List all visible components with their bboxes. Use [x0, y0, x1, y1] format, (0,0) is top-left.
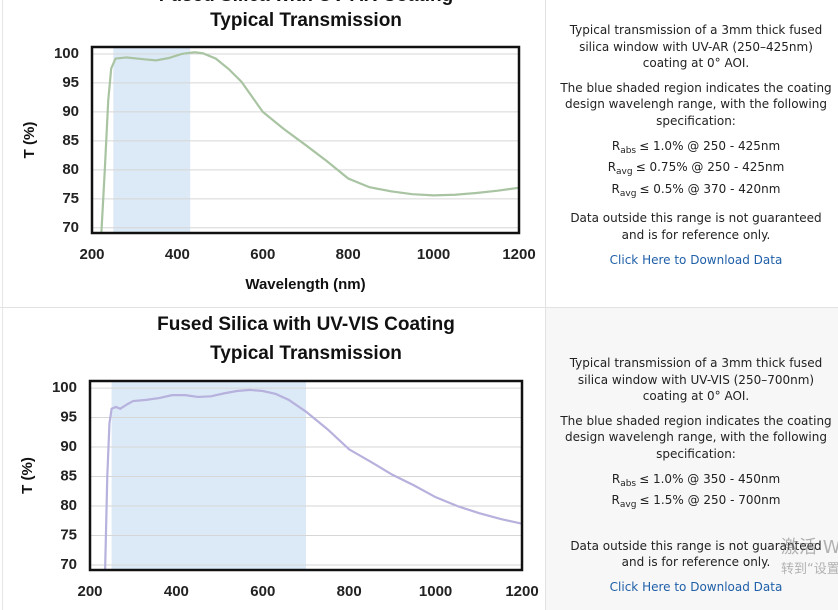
- info-panel: Typical transmission of a 3mm thick fuse…: [546, 355, 838, 596]
- shaded-range: [113, 47, 191, 233]
- y-tick-label: 80: [62, 161, 79, 178]
- description: Typical transmission of a 3mm thick fuse…: [569, 23, 823, 71]
- shading-note: The blue shaded region indicates the coa…: [560, 80, 832, 128]
- y-tick-label: 75: [62, 190, 79, 207]
- x-tick-label: 400: [164, 583, 189, 600]
- spec-text: ≤ 0.5% @ 370 - 420nm: [639, 181, 781, 196]
- spec-subscript: avg: [616, 167, 633, 178]
- spec-symbol: R: [611, 471, 621, 486]
- spec: Ravg ≤ 0.5% @ 370 - 420nm: [560, 181, 832, 203]
- spec-text: ≤ 1.0% @ 350 - 450nm: [639, 471, 781, 486]
- divider-h: [0, 307, 838, 308]
- x-tick-label: 1000: [419, 583, 452, 600]
- data-line: [104, 388, 522, 570]
- spec-list: Rabs ≤ 1.0% @ 250 - 425nm Ravg ≤ 0.75% @ 25…: [560, 138, 832, 203]
- watermark: 转到“设置”: [781, 562, 838, 577]
- y-tick-label: 95: [60, 409, 77, 426]
- description: Typical transmission of a 3mm thick fuse…: [569, 356, 823, 404]
- y-tick-label: 90: [62, 103, 79, 120]
- spec: Ravg ≤ 0.75% @ 250 - 425nm: [560, 159, 832, 181]
- x-tick-label: 1200: [502, 246, 535, 263]
- disclaimer: Data outside this range is not guarantee…: [570, 538, 822, 570]
- plot-frame: [88, 379, 524, 572]
- plot-frame: [90, 45, 521, 235]
- divider-left: [2, 0, 3, 610]
- chart-title: Fused Silica with UV-AR Coating: [159, 0, 454, 6]
- spec-symbol: R: [611, 181, 620, 196]
- spec: Rabs ≤ 1.0% @ 250 - 425nm: [560, 138, 832, 160]
- shaded-range: [111, 381, 306, 570]
- shading-note: The blue shaded region indicates the coa…: [560, 413, 832, 461]
- data-line: [100, 51, 519, 233]
- watermark: 激活 W: [781, 537, 838, 558]
- spec: Ravg ≤ 1.5% @ 250 - 700nm: [560, 492, 832, 514]
- x-tick-label: 800: [336, 246, 361, 263]
- x-tick-label: 1200: [505, 583, 538, 600]
- x-tick-label: 800: [337, 583, 362, 600]
- y-axis-label: T (%): [21, 122, 38, 159]
- spec-symbol: R: [611, 493, 620, 508]
- x-tick-label: 400: [165, 246, 190, 263]
- y-tick-label: 90: [60, 438, 77, 455]
- spec-subscript: avg: [619, 188, 637, 199]
- spec-symbol: R: [607, 160, 617, 175]
- spec-subscript: avg: [619, 500, 637, 511]
- download-link[interactable]: Click Here to Download Data: [609, 579, 783, 594]
- y-tick-label: 70: [60, 556, 77, 573]
- y-tick-label: 70: [62, 219, 79, 236]
- spec-symbol: R: [611, 138, 621, 153]
- spec-subscript: abs: [620, 478, 637, 489]
- y-tick-label: 100: [54, 45, 79, 62]
- x-tick-label: 200: [77, 583, 102, 600]
- chart-title: Fused Silica with UV-VIS Coating: [157, 314, 455, 335]
- x-tick-label: 600: [250, 583, 275, 600]
- y-axis-label: T (%): [19, 457, 36, 494]
- spec-subscript: abs: [620, 145, 637, 156]
- spec-text: ≤ 1.5% @ 250 - 700nm: [639, 493, 781, 508]
- x-tick-label: 200: [79, 246, 104, 263]
- y-tick-label: 75: [60, 526, 77, 543]
- y-tick-label: 100: [52, 379, 77, 396]
- right-bg: [546, 307, 838, 610]
- spec-text: ≤ 0.75% @ 250 - 425nm: [635, 160, 785, 175]
- y-tick-label: 95: [62, 74, 79, 91]
- x-tick-label: 1000: [417, 246, 450, 263]
- download-link[interactable]: Click Here to Download Data: [609, 252, 783, 267]
- y-tick-label: 80: [60, 497, 77, 514]
- x-tick-label: 600: [250, 246, 275, 263]
- charts: 70 75 80 85 90 95 100 200 400 600 800 1000 1200 Fused…: [19, 0, 539, 600]
- x-axis-label: Wavelength (nm): [245, 276, 365, 293]
- spec-text: ≤ 1.0% @ 250 - 425nm: [639, 138, 781, 153]
- disclaimer: Data outside this range is not guarantee…: [570, 211, 822, 242]
- y-tick-label: 85: [60, 468, 77, 485]
- y-tick-label: 85: [62, 132, 79, 149]
- spec-list: Rabs ≤ 1.0% @ 350 - 450nm Ravg ≤ 1.5% @ 250…: [560, 471, 832, 514]
- chart-subtitle: Typical Transmission: [210, 10, 402, 31]
- chart-subtitle: Typical Transmission: [210, 343, 402, 364]
- info-panel: Typical transmission of a 3mm thick fuse…: [546, 22, 838, 268]
- spec: Rabs ≤ 1.0% @ 350 - 450nm: [560, 471, 832, 493]
- divider-v: [545, 0, 546, 610]
